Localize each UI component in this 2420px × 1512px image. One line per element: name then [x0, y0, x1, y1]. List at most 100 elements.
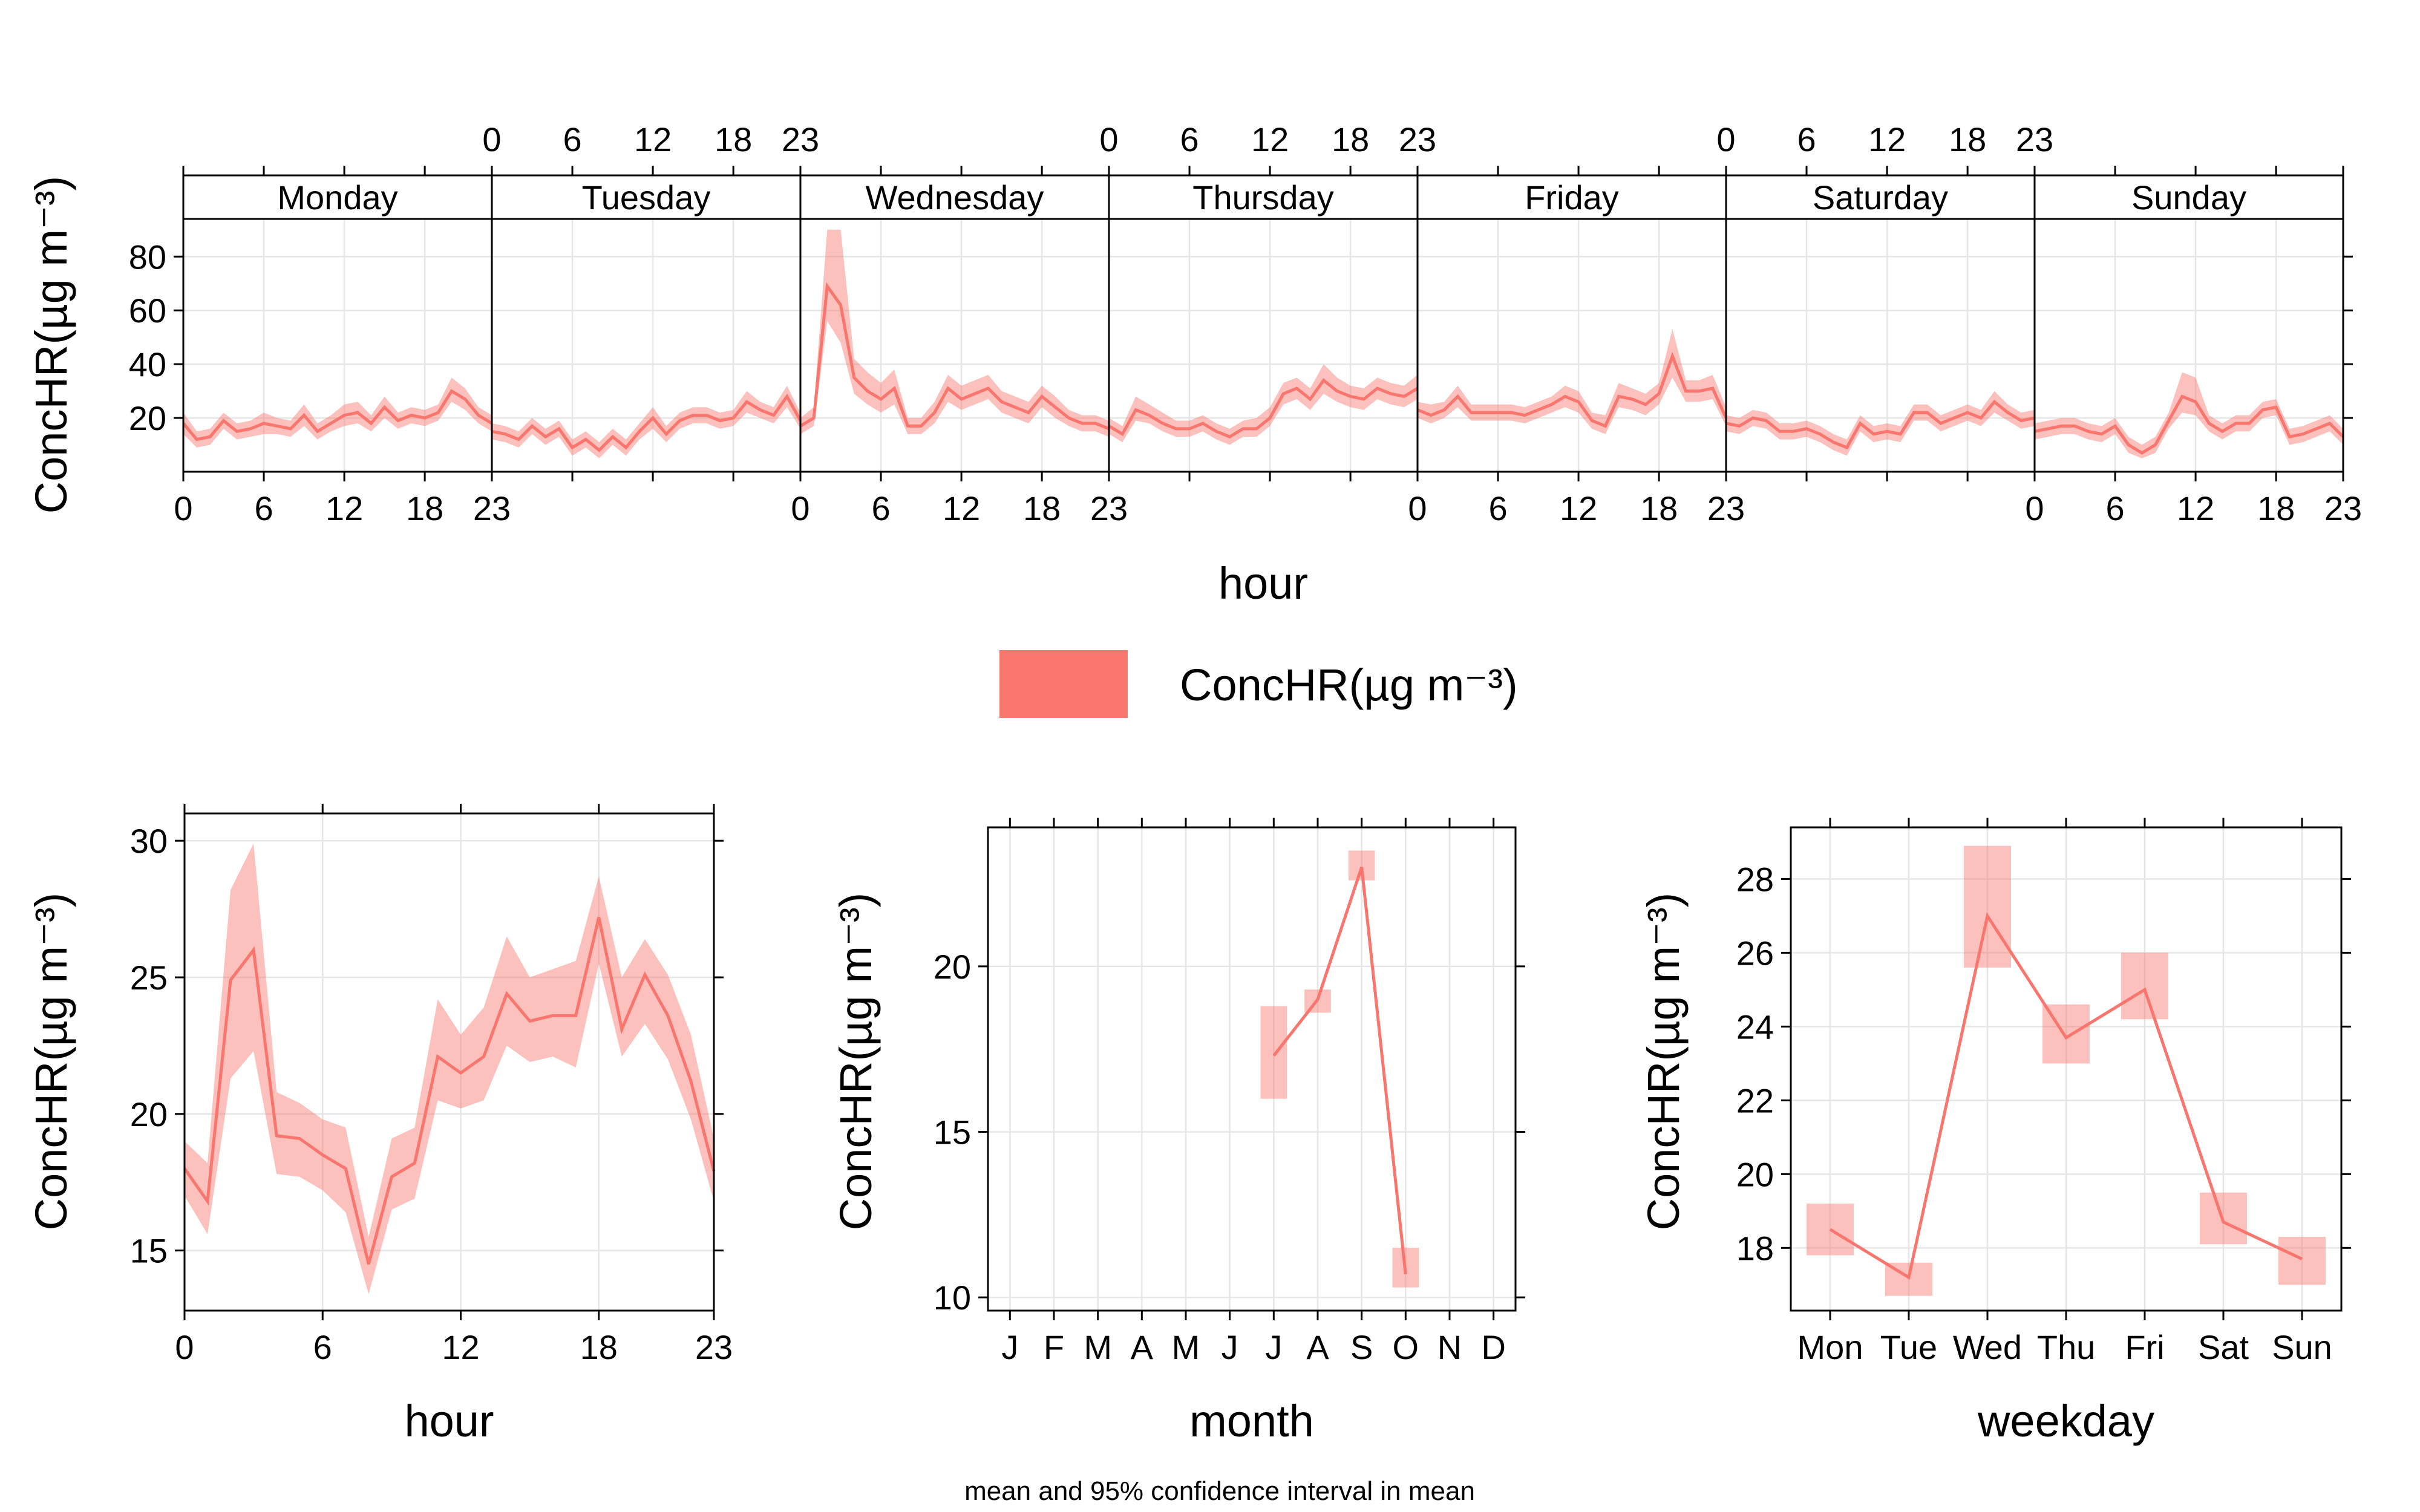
y-tick-label: 80	[129, 238, 166, 276]
ci-box-sun	[2278, 1237, 2326, 1285]
legend-swatch	[999, 650, 1128, 718]
y-tick-label: 60	[129, 292, 166, 330]
weekly-hourly-chart: Monday 0 6 12 18 23 Tuesday 0 6 12 18 23 Wednesday 0 6…	[26, 120, 2362, 608]
y-tick-label: 22	[1736, 1081, 1774, 1119]
y-tick-label: 25	[130, 959, 168, 997]
legend-label: ConcHR(µg m⁻³)	[1180, 660, 1518, 710]
mean-line-sunday	[2034, 394, 2344, 455]
x-tick-label: Mon	[1797, 1328, 1863, 1366]
x-tick-label: N	[1437, 1328, 1462, 1366]
x-tick-label: 12	[442, 1328, 479, 1366]
y-axis-label: ConcHR(µg m⁻³)	[1638, 893, 1689, 1231]
x-axis-label: hour	[1218, 558, 1308, 608]
ci-band-monday	[183, 377, 492, 448]
x-tick-label: J	[1221, 1328, 1238, 1366]
strip-label: Friday	[1525, 178, 1619, 217]
mean-line-tuesday	[491, 393, 802, 452]
x-tick-label: 12	[2177, 489, 2214, 527]
y-tick-label: 20	[130, 1095, 168, 1133]
weekday-chart: Mon Tue Wed Thu Fri Sat Sun 18 20 22 24 26 28 weekday…	[1638, 818, 2351, 1446]
ci-box	[1260, 1006, 1287, 1099]
x-tick-label: 18	[406, 489, 443, 527]
x-tick-label: 0	[482, 120, 501, 158]
strip-label: Monday	[277, 178, 397, 217]
x-tick-label: 23	[2016, 120, 2053, 158]
x-tick-label: 0	[1099, 120, 1118, 158]
x-tick-label: J	[1265, 1328, 1282, 1366]
mean-line-saturday	[1725, 399, 2035, 450]
x-tick-label: 23	[782, 120, 819, 158]
plot-frame	[183, 812, 715, 1312]
mean-line-wednesday	[799, 282, 1110, 431]
x-tick-label: Sun	[2272, 1328, 2332, 1366]
y-tick-label: 10	[934, 1279, 971, 1317]
y-tick-label: 20	[1736, 1155, 1774, 1193]
mean-line-friday	[1417, 351, 1728, 428]
x-axis-label: hour	[404, 1396, 494, 1446]
strip-thursday	[1108, 174, 1419, 220]
mean-line-thursday	[1108, 378, 1419, 438]
y-tick-label: 18	[1736, 1229, 1774, 1267]
x-tick-label: 18	[1023, 489, 1061, 527]
ci-box-fri	[2121, 953, 2168, 1020]
x-axis-label: weekday	[1977, 1396, 2154, 1446]
x-tick-label: M	[1172, 1328, 1200, 1366]
x-tick-label: 18	[580, 1328, 618, 1366]
x-tick-label: 23	[473, 489, 511, 527]
x-tick-label: 0	[174, 489, 192, 527]
x-tick-label: F	[1044, 1328, 1064, 1366]
strip-label: Thursday	[1192, 178, 1333, 217]
ci-band	[185, 843, 714, 1294]
x-tick-label: 12	[1560, 489, 1597, 527]
ci-box-wed	[1964, 846, 2011, 968]
strip-label: Sunday	[2131, 178, 2246, 217]
strip-label: Wednesday	[866, 178, 1044, 217]
strip-label: Saturday	[1813, 178, 1948, 217]
x-tick-label: 12	[325, 489, 363, 527]
strip-label: Tuesday	[582, 178, 711, 217]
x-tick-label: 6	[2105, 489, 2124, 527]
x-tick-label: 0	[791, 489, 809, 527]
x-tick-label: 6	[1797, 120, 1816, 158]
x-tick-label: 23	[1707, 489, 1745, 527]
y-tick-label: 15	[934, 1113, 971, 1151]
footer-caption: mean and 95% confidence interval in mean	[964, 1476, 1475, 1506]
ci-band-friday	[1418, 329, 1726, 434]
y-tick-label: 15	[130, 1232, 168, 1270]
plot-frame	[987, 826, 1517, 1312]
x-tick-label: Thu	[2037, 1328, 2096, 1366]
ci-band-tuesday	[492, 385, 800, 458]
x-tick-label: 18	[1640, 489, 1678, 527]
y-axis-label: ConcHR(µg m⁻³)	[26, 893, 76, 1231]
mean-line	[1272, 866, 1407, 1275]
x-tick-label: M	[1084, 1328, 1112, 1366]
x-tick-label: 18	[1332, 120, 1369, 158]
x-tick-label: 23	[1399, 120, 1436, 158]
x-tick-label: 6	[1180, 120, 1199, 158]
hour-chart: 0 6 12 18 23 15 20 25 30 hour ConcHR(µg m⁻³)	[26, 804, 733, 1446]
ci-band-thursday	[1109, 364, 1418, 445]
legend: ConcHR(µg m⁻³)	[999, 650, 1518, 718]
x-tick-label: Tue	[1880, 1328, 1937, 1366]
x-tick-label: 23	[1090, 489, 1128, 527]
y-tick-label: 40	[129, 345, 166, 383]
x-tick-label: 12	[634, 120, 672, 158]
mean-line-monday	[182, 389, 493, 442]
y-tick-label: 24	[1736, 1008, 1774, 1046]
y-tick-label: 20	[934, 948, 971, 986]
ci-band-saturday	[1726, 391, 2035, 456]
ci-band-wednesday	[800, 229, 1109, 437]
x-tick-label: 23	[2324, 489, 2362, 527]
x-tick-label: J	[1001, 1328, 1018, 1366]
x-tick-label: 6	[1488, 489, 1507, 527]
y-tick-label: 26	[1736, 934, 1774, 972]
y-tick-label: 28	[1736, 860, 1774, 898]
x-tick-label: Sat	[2198, 1328, 2249, 1366]
x-tick-label: 18	[715, 120, 752, 158]
x-tick-label: 6	[254, 489, 273, 527]
y-axis-label: ConcHR(µg m⁻³)	[831, 893, 881, 1231]
strip-wednesday	[799, 174, 1110, 220]
x-tick-label: Wed	[1953, 1328, 2022, 1366]
x-tick-label: O	[1393, 1328, 1419, 1366]
